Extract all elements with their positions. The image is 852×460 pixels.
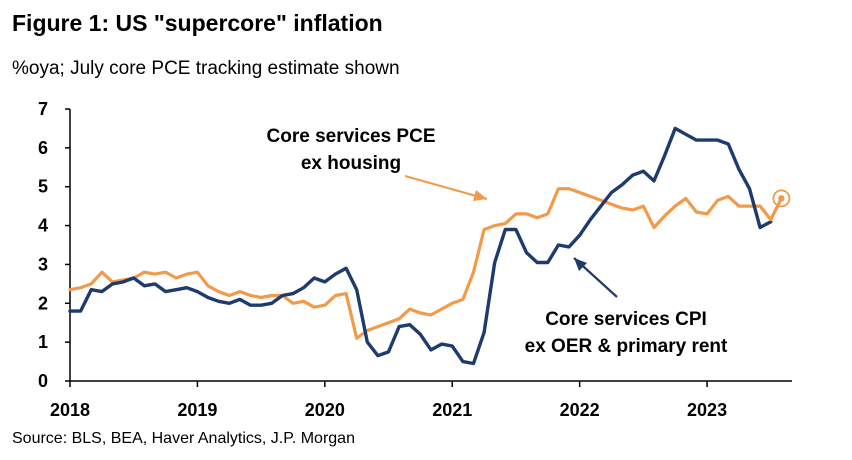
pce-annotation-arrowhead [473, 190, 487, 201]
chart-title: Figure 1: US "supercore" inflation [12, 10, 383, 36]
x-tick-label: 2020 [305, 400, 345, 420]
chart-series [68, 126, 791, 366]
cpi-annotation-arrowhead [574, 258, 587, 271]
series-line-cpi [68, 126, 773, 366]
pce-annotation-arrow [404, 174, 488, 201]
series-line-pce [68, 187, 773, 340]
y-tick-label: 4 [38, 216, 48, 236]
chart-source: Source: BLS, BEA, Haver Analytics, J.P. … [12, 430, 355, 447]
y-tick-label: 7 [38, 99, 48, 119]
chart-subtitle: %oya; July core PCE tracking estimate sh… [12, 58, 400, 79]
x-axis-ticks: 2018 2019 2020 2021 2022 2023 [50, 381, 727, 420]
x-tick-label: 2022 [560, 400, 600, 420]
chart-annotations: Core services PCE ex housing Core servic… [267, 126, 729, 357]
tracking-estimate-dot [778, 195, 785, 202]
x-tick-label: 2023 [687, 400, 727, 420]
tracking-estimate-marker [772, 189, 791, 208]
x-tick-label: 2021 [432, 400, 472, 420]
x-tick-label: 2019 [177, 400, 217, 420]
y-tick-label: 0 [38, 371, 48, 391]
chart-axes [69, 109, 792, 382]
y-tick-label: 2 [38, 293, 48, 313]
cpi-annotation-line-1: Core services CPI [545, 309, 707, 330]
x-tick-label: 2018 [50, 400, 90, 420]
cpi-annotation-line-2: ex OER & primary rent [525, 336, 728, 357]
y-axis-ticks: 0 1 2 3 4 5 6 7 [38, 99, 70, 391]
pce-annotation-line-1: Core services PCE [267, 126, 436, 147]
y-tick-label: 5 [38, 177, 48, 197]
y-tick-label: 1 [38, 332, 48, 352]
tracking-estimate-segment [769, 196, 783, 222]
pce-annotation-line-2: ex housing [301, 153, 401, 174]
y-tick-label: 3 [38, 254, 48, 274]
y-tick-label: 6 [38, 138, 48, 158]
